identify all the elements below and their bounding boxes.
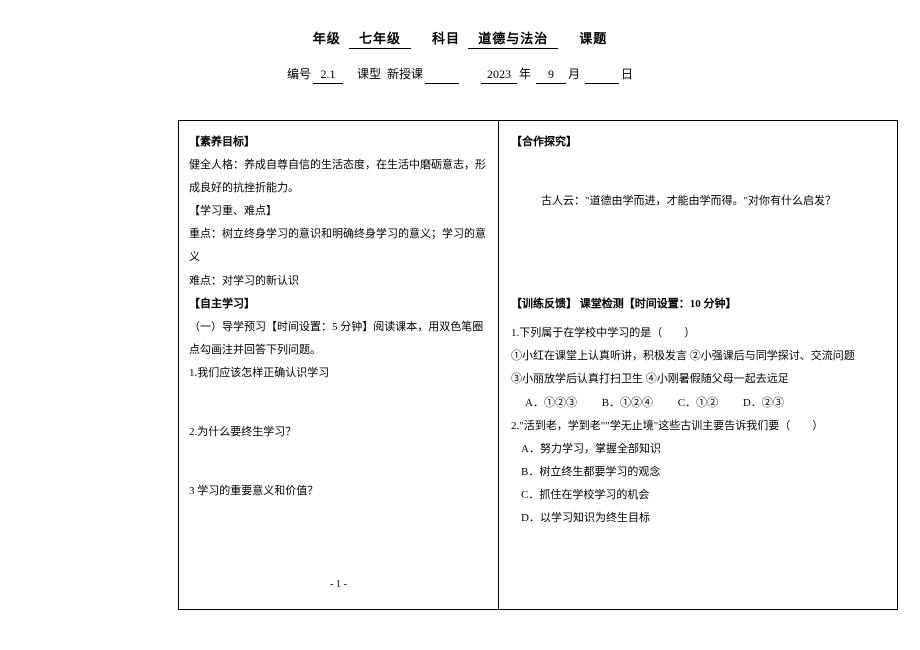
page-number: - 1 - [330,574,347,595]
month-suffix: 月 [568,67,580,81]
feedback-q2-a: A．努力学习，掌握全部知识 [511,438,885,461]
selfstudy-q2: 2.为什么要终生学习？ [189,421,488,444]
selfstudy-intro: （一）导学预习【时间设置：5 分钟】阅读课本，用双色笔圈点勾画注并回答下列问题。 [189,316,488,362]
keypoints-line1: 重点：树立终身学习的意识和明确终身学习的意义；学习的意义 [189,223,488,269]
opt-b: B．①②④ [602,397,653,409]
year-suffix: 年 [519,67,531,81]
header-line-1: 年级 七年级 科目 道德与法治 课题 [0,28,920,49]
subject-label: 科目 [432,31,460,46]
grade-label: 年级 [313,31,341,46]
coop-text: 古人云："道德由学而进，才能由学而得。"对你有什么启发？ [511,190,885,213]
opt-d: D．②③ [743,397,784,409]
section-selfstudy-title: 【自主学习】 [189,293,488,316]
section-coop-title: 【合作探究】 [511,131,885,154]
section-goals-title: 【素养目标】 [189,131,488,154]
month-value: 9 [536,67,566,84]
feedback-q2: 2."活到老，学到老""学无止境"这些古训主要告诉我们要（ ） [511,415,885,438]
feedback-q2-d: D．以学习知识为终生目标 [511,507,885,530]
feedback-q1-options: A．①②③ B．①②④ C．①② D．②③ [511,392,885,415]
header-line-2: 编号2.1 课型 新授课 2023年 9月 日 [0,65,920,84]
spacer [511,213,885,293]
spacer [189,444,488,480]
feedback-q1: 1.下列属于在学校中学习的是（ ） [511,322,885,345]
spacer [189,385,488,421]
selfstudy-q1: 1.我们应该怎样正确认识学习 [189,362,488,385]
type-blank [425,67,459,84]
subject-value: 道德与法治 [468,28,558,49]
year-value: 2023 [481,67,517,84]
code-value: 2.1 [313,67,343,84]
keypoints-title: 【学习重、难点】 [189,200,488,223]
type-value: 新授课 [387,67,423,81]
right-column: 【合作探究】 古人云："道德由学而进，才能由学而得。"对你有什么启发？ 【训练反… [499,121,897,609]
day-suffix: 日 [621,67,633,81]
document-header: 年级 七年级 科目 道德与法治 课题 编号2.1 课型 新授课 2023年 9月… [0,0,920,84]
day-blank [585,67,619,84]
goals-text: 健全人格：养成自尊自信的生活态度，在生活中磨砺意志，形成良好的抗挫折能力。 [189,154,488,200]
keypoints-line2: 难点：对学习的新认识 [189,270,488,293]
type-label: 课型 [357,67,381,81]
code-label: 编号 [287,67,311,81]
spacer [511,154,885,190]
feedback-q2-c: C．抓住在学校学习的机会 [511,484,885,507]
topic-label: 课题 [579,31,607,46]
feedback-q1-line2: ①小红在课堂上认真听讲，积极发言 ②小强课后与同学探讨、交流问题 [511,345,885,368]
opt-c: C．①② [678,397,718,409]
content-frame: 【素养目标】 健全人格：养成自尊自信的生活态度，在生活中磨砺意志，形成良好的抗挫… [178,120,898,610]
feedback-q2-b: B．树立终生都要学习的观念 [511,461,885,484]
grade-value: 七年级 [349,28,411,49]
section-feedback-title: 【训练反馈】 课堂检测【时间设置：10 分钟】 [511,293,885,316]
left-column: 【素养目标】 健全人格：养成自尊自信的生活态度，在生活中磨砺意志，形成良好的抗挫… [179,121,499,609]
feedback-q1-line3: ③小丽放学后认真打扫卫生 ④小刚暑假随父母一起去远足 [511,368,885,391]
opt-a: A．①②③ [525,397,577,409]
selfstudy-q3: 3 学习的重要意义和价值？ [189,480,488,503]
